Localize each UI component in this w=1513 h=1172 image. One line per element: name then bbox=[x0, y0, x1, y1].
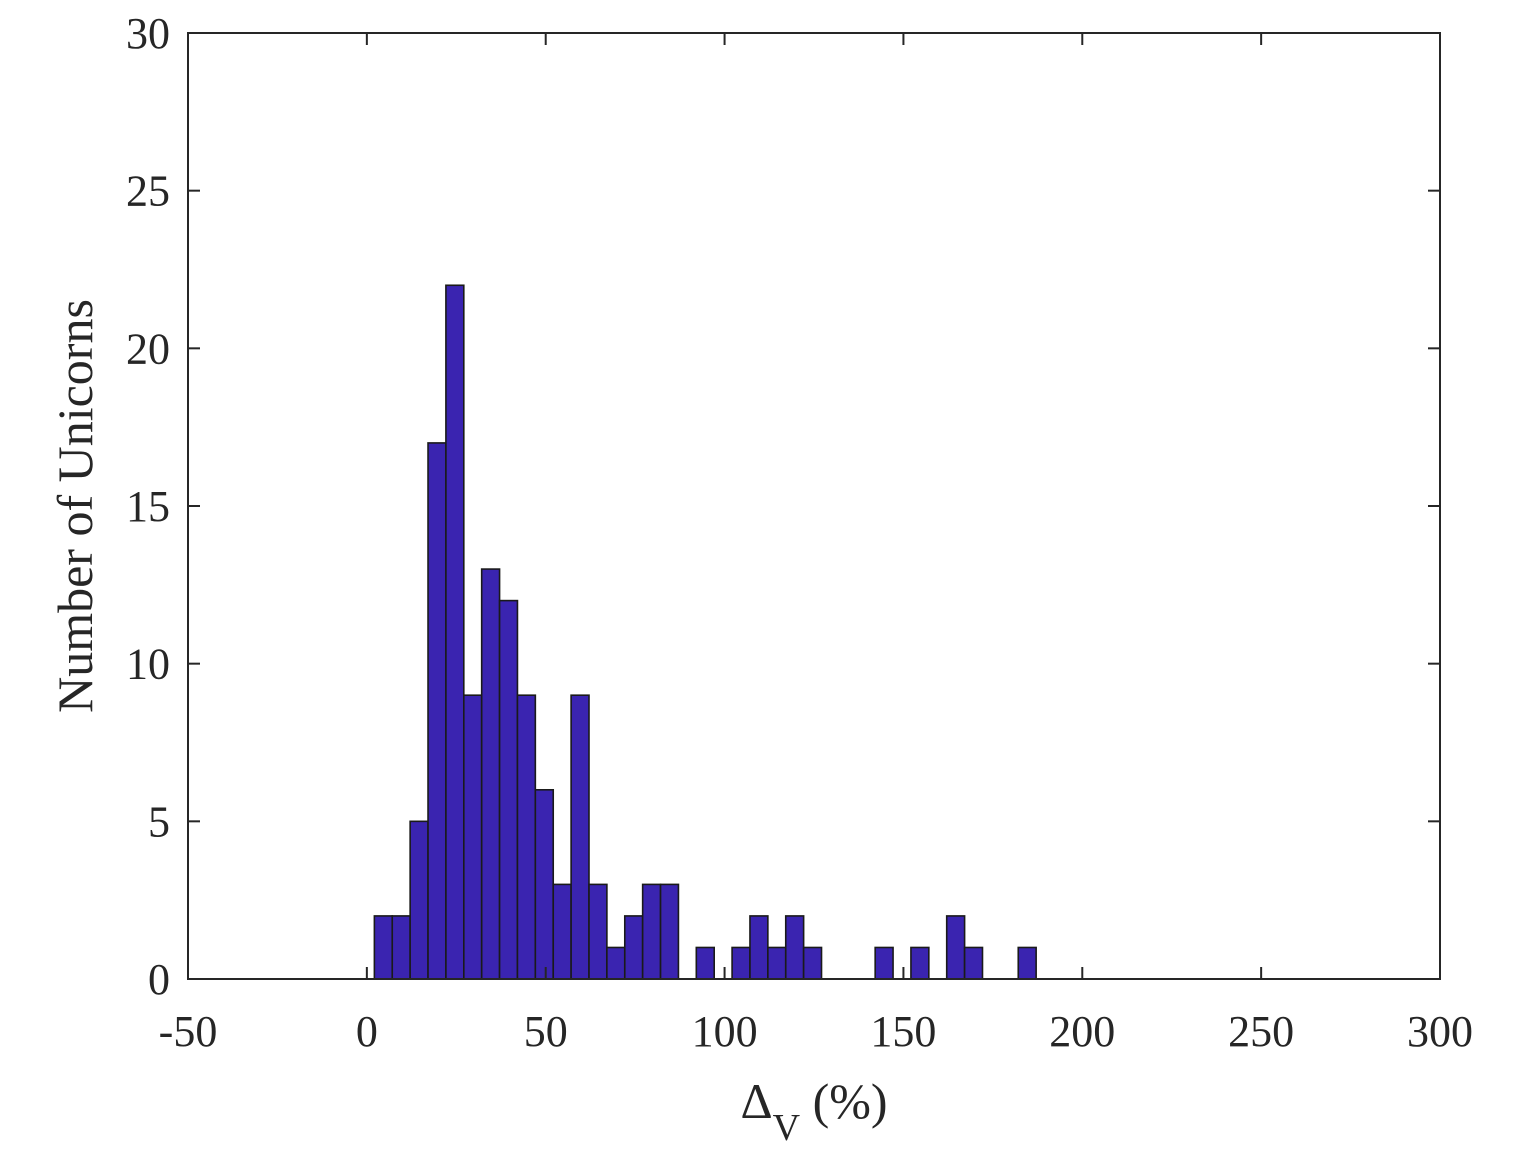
x-tick-labels: -50 0 50 100 150 200 250 300 bbox=[159, 1007, 1473, 1056]
x-tick-label-2: 50 bbox=[524, 1007, 568, 1056]
histogram-bar-3 bbox=[427, 442, 447, 980]
y-tick-labels: 0 5 10 15 20 25 30 bbox=[126, 9, 170, 1004]
histogram-bar-24 bbox=[910, 946, 930, 980]
histogram-bar-21 bbox=[784, 915, 805, 980]
x-axis-label-subscript: V bbox=[773, 1107, 801, 1149]
x-tick-label-1: 0 bbox=[356, 1007, 378, 1056]
y-tick-label-6: 30 bbox=[126, 9, 170, 58]
x-axis-label: ΔV (%) bbox=[740, 1073, 887, 1149]
histogram-bar-23 bbox=[874, 946, 894, 980]
histogram-bar-19 bbox=[749, 915, 769, 980]
histogram-bar-0 bbox=[373, 915, 394, 980]
histogram-bar-4 bbox=[445, 284, 465, 980]
histogram-bar-13 bbox=[606, 946, 626, 980]
x-axis-label-symbol: Δ bbox=[740, 1073, 772, 1129]
y-tick-label-5: 25 bbox=[126, 167, 170, 216]
y-tick-label-2: 10 bbox=[126, 640, 170, 689]
y-tick-label-3: 15 bbox=[126, 482, 170, 531]
histogram-bar-16 bbox=[659, 883, 680, 980]
bars-layer bbox=[373, 284, 1037, 980]
x-tick-label-3: 100 bbox=[692, 1007, 758, 1056]
x-tick-label-7: 300 bbox=[1407, 1007, 1473, 1056]
histogram-bar-17 bbox=[695, 946, 715, 980]
y-tick-label-4: 20 bbox=[126, 324, 170, 373]
histogram-bar-20 bbox=[767, 946, 787, 980]
histogram-bar-25 bbox=[945, 915, 966, 980]
histogram-bar-9 bbox=[534, 788, 555, 980]
histogram-bar-22 bbox=[802, 946, 823, 980]
ticks-layer bbox=[187, 32, 1441, 980]
histogram-bar-6 bbox=[480, 568, 501, 980]
histogram-bar-11 bbox=[570, 694, 590, 980]
x-tick-label-4: 150 bbox=[870, 1007, 936, 1056]
y-axis-label: Number of Unicorns bbox=[47, 299, 103, 713]
histogram-bar-18 bbox=[731, 946, 751, 980]
histogram-bar-26 bbox=[963, 946, 984, 980]
histogram-bar-27 bbox=[1017, 946, 1037, 980]
x-axis-label-unit: (%) bbox=[800, 1073, 887, 1129]
x-tick-label-0: -50 bbox=[159, 1007, 218, 1056]
histogram-bar-1 bbox=[391, 915, 411, 980]
histogram-bar-12 bbox=[588, 883, 608, 980]
histogram-bar-14 bbox=[623, 915, 644, 980]
plot-area-frame bbox=[187, 32, 1441, 980]
histogram-bar-8 bbox=[516, 694, 537, 980]
histogram-bar-5 bbox=[462, 694, 483, 980]
y-tick-label-1: 5 bbox=[148, 797, 170, 846]
histogram-bar-15 bbox=[641, 883, 662, 980]
x-tick-label-5: 200 bbox=[1049, 1007, 1115, 1056]
x-tick-label-6: 250 bbox=[1228, 1007, 1294, 1056]
histogram-bar-10 bbox=[552, 883, 572, 980]
histogram-bar-7 bbox=[498, 599, 519, 980]
y-tick-label-0: 0 bbox=[148, 955, 170, 1004]
histogram-bar-2 bbox=[409, 820, 429, 980]
